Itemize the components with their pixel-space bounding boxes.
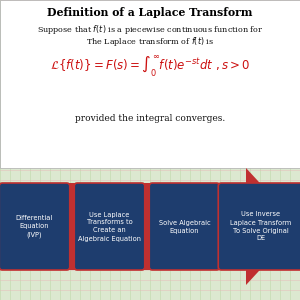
- Text: provided the integral converges.: provided the integral converges.: [75, 114, 225, 123]
- Text: Definition of a Laplace Transform: Definition of a Laplace Transform: [47, 8, 253, 19]
- FancyBboxPatch shape: [149, 183, 220, 270]
- Text: The Laplace transform of $f(t)$ is: The Laplace transform of $f(t)$ is: [86, 34, 214, 47]
- FancyBboxPatch shape: [74, 183, 145, 270]
- FancyBboxPatch shape: [218, 183, 300, 270]
- Text: Solve Algebraic
Equation: Solve Algebraic Equation: [159, 220, 210, 233]
- Text: Suppose that $f(t)$ is a piecewise continuous function for: Suppose that $f(t)$ is a piecewise conti…: [37, 22, 263, 35]
- Text: Differential
Equation
(IVP): Differential Equation (IVP): [16, 215, 53, 238]
- Text: $\mathcal{L}\{f(t)\} = F(s) = \int_0^{\infty} f(t)e^{-st}dt\ ,s > 0$: $\mathcal{L}\{f(t)\} = F(s) = \int_0^{\i…: [50, 54, 250, 79]
- Polygon shape: [0, 168, 300, 285]
- FancyBboxPatch shape: [0, 183, 70, 270]
- Text: Use Laplace
Transforms to
Create an
Algebraic Equation: Use Laplace Transforms to Create an Alge…: [78, 212, 141, 242]
- FancyBboxPatch shape: [0, 0, 300, 168]
- Text: Use Inverse
Laplace Transform
To Solve Original
DE: Use Inverse Laplace Transform To Solve O…: [230, 212, 292, 242]
